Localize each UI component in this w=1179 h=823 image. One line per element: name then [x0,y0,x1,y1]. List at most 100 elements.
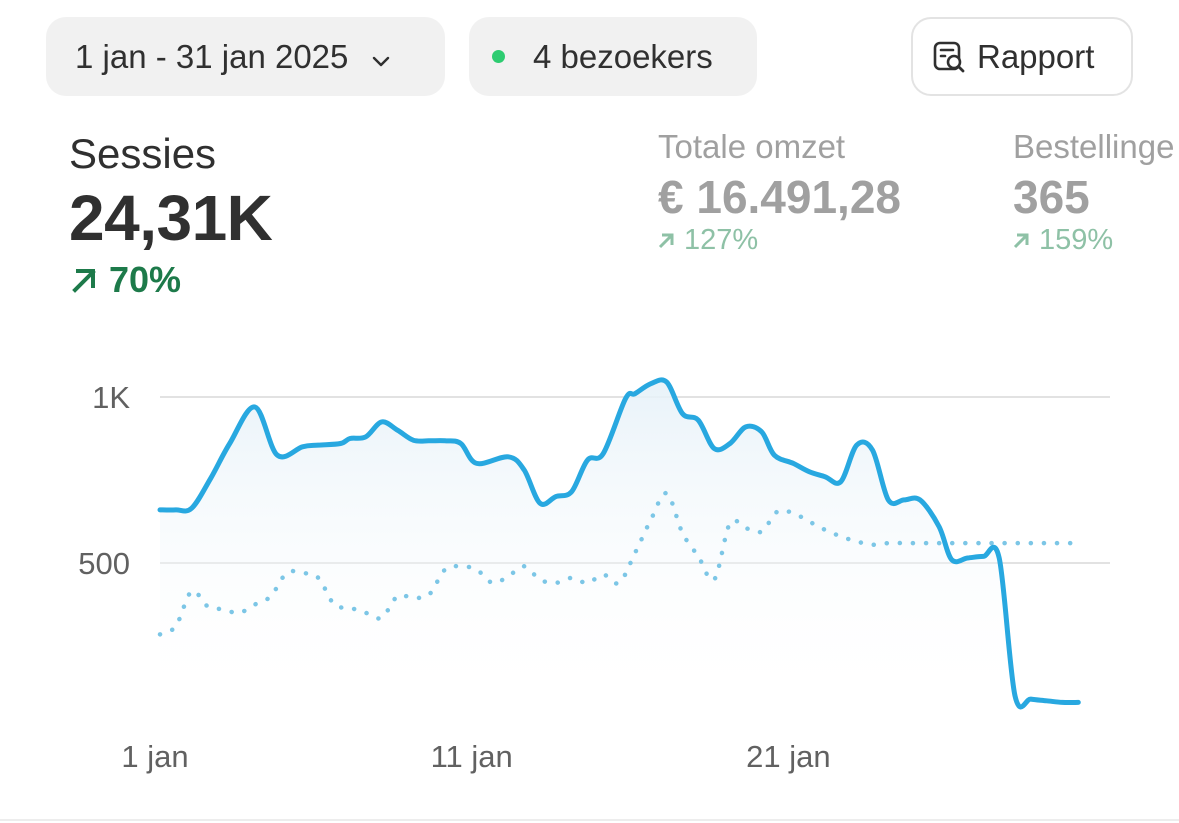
chart-point-current [695,417,701,423]
chart-point-current [965,555,971,561]
chart-point-comparison [616,580,622,586]
chart-x-tick-label: 11 jan [431,739,513,774]
chart-point-comparison [347,605,353,611]
chart-point-current [157,507,163,513]
chart-point-current [347,436,353,442]
chart-point-current [854,442,860,448]
chart-point-current [996,555,1002,561]
chart-point-comparison [980,540,986,546]
date-range-label: 1 jan - 31 jan 2025 [75,37,349,75]
sessions-line-chart[interactable]: 1K 500 1 jan 11 jan 21 jan [0,360,1179,790]
metric-orders[interactable]: Bestellinge 365 159% [1013,128,1174,257]
metric-revenue[interactable]: Totale omzet € 16.491,28 127% [658,128,901,257]
chart-y-tick-label: 1K [92,380,130,415]
date-range-selector[interactable]: 1 jan - 31 jan 2025 [46,17,445,96]
chart-point-comparison [838,533,844,539]
chart-point-comparison [965,540,971,546]
chart-x-tick-label: 21 jan [746,739,830,774]
chart-point-current [338,440,344,446]
chart-point-current [395,427,401,433]
chart-point-comparison [885,540,891,546]
chart-point-comparison [537,577,543,583]
chart-point-current [521,467,527,473]
bottom-divider [0,819,1179,821]
chart-point-comparison [490,580,496,586]
chart-point-comparison [822,527,828,533]
arrow-up-right-icon [658,233,674,248]
chart-point-current [458,440,464,446]
chart-point-comparison [521,563,527,569]
chart-point-comparison [1012,540,1018,546]
chart-point-comparison [775,509,781,515]
chart-point-comparison [505,573,511,579]
chart-point-comparison [205,603,211,609]
chart-point-current [885,497,891,503]
metric-orders-delta-value: 159% [1039,224,1114,256]
chart-point-comparison [315,575,321,581]
chart-point-current [173,507,179,513]
chart-point-comparison [157,631,163,637]
chart-x-tick-label: 1 jan [121,739,188,774]
chart-point-current [1060,699,1066,705]
metric-sessions-delta: 70% [69,259,272,301]
chart-point-comparison [648,517,654,523]
chart-point-current [379,419,385,425]
metric-sessions[interactable]: Sessies 24,31K 70% [69,130,273,301]
chart-point-current [569,489,575,495]
chart-point-comparison [363,610,369,616]
chart-point-current [664,379,670,385]
metric-orders-value: 365 [1013,171,1090,223]
chart-point-comparison [553,580,559,586]
chart-series-current [157,377,1081,710]
chart-point-comparison [759,528,765,534]
chart-point-comparison [664,490,670,496]
chart-point-current [300,444,306,450]
chart-point-current [363,434,369,440]
report-search-icon [933,41,965,72]
chart-point-current [623,396,629,402]
report-button[interactable]: Rapport [911,17,1133,96]
chart-point-comparison [1028,540,1034,546]
chart-point-current [917,497,923,503]
live-status-dot [492,50,505,63]
chart-point-current [711,445,717,451]
chart-point-comparison [695,553,701,559]
chart-point-comparison [236,610,242,616]
metric-orders-label: Bestellinge [1013,128,1175,165]
chart-point-current [553,494,559,500]
chart-point-current [743,424,749,430]
chart-point-comparison [933,540,939,546]
metric-revenue-delta: 127% [658,224,901,257]
metric-sessions-delta-value: 70% [109,259,182,300]
chart-point-current [980,553,986,559]
chevron-down-icon [368,44,394,70]
chart-point-current [838,479,844,485]
live-visitors-pill[interactable]: 4 bezoekers [469,17,757,96]
chart-point-comparison [743,525,749,531]
chart-point-comparison [410,595,416,601]
chart-point-current [771,452,777,458]
metric-revenue-label: Totale omzet [658,128,846,165]
chart-point-current [1012,693,1018,699]
chart-point-current [537,500,543,506]
chart-point-current [189,505,195,511]
chart-point-current [315,442,321,448]
chart-point-comparison [600,572,606,578]
chart-point-comparison [173,623,179,629]
chart-point-current [790,460,796,466]
metric-sessions-label: Sessies [69,130,217,177]
chart-point-current [936,523,942,529]
chart-point-current [901,497,907,503]
chart-point-comparison [1060,540,1066,546]
report-label: Rapport [977,37,1095,75]
chart-point-comparison [252,602,258,608]
chart-point-comparison [300,570,306,576]
chart-point-current [1044,698,1050,704]
chart-point-comparison [458,563,464,569]
chart-point-current [474,460,480,466]
chart-point-comparison [790,510,796,516]
arrow-up-right-icon [72,269,96,293]
chart-point-current [632,391,638,397]
chart-point-current [680,411,686,417]
chart-point-comparison [806,519,812,525]
